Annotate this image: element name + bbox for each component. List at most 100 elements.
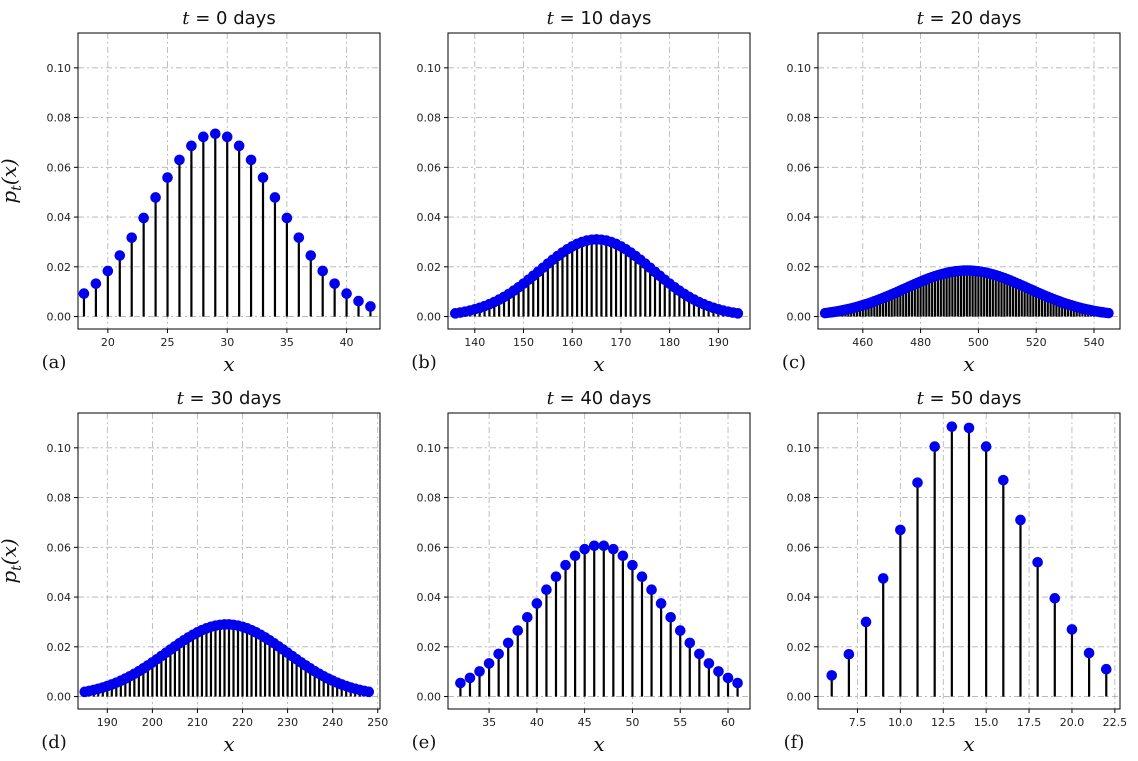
stem-marker [186,140,197,152]
panel-c: 460 480 500 520 540 0.00 0.02 0.04 0.06 0.08 0.10 t… [782,8,1121,376]
stem-marker [90,278,102,289]
y-tick-label: 0.00 [787,311,812,324]
stem-marker [1066,624,1078,635]
stem-marker [963,422,975,434]
y-tick-label: 0.00 [47,691,72,704]
stem-marker [281,212,293,224]
plot-frame [447,32,751,330]
y-tick-label: 0.08 [47,492,72,505]
stem-marker [646,584,657,595]
stem-marker [608,543,619,555]
y-tick-label: 0.04 [417,591,442,604]
stem-marker [78,288,90,299]
stem-marker [713,666,724,677]
stem-marker [826,670,838,681]
stem-marker [363,686,375,698]
panel-title: t = 20 days [917,8,1022,29]
x-tick-label: 460 [852,336,873,349]
stem-marker [674,625,686,636]
x-tick-label: 180 [659,336,680,349]
stem-marker [579,543,590,555]
stem-marker [588,540,600,552]
stem-marker [483,658,495,669]
stem-marker [655,598,667,609]
panel-title: t = 30 days [177,388,282,409]
x-tick-label: 40 [530,716,544,729]
x-tick-label: 22.5 [1103,716,1128,729]
panel-b: 140 150 160 170 180 190 0.00 0.02 0.04 0.06 0.08 0.… [411,8,751,376]
stem-marker [522,611,533,623]
stem-series [826,421,1112,697]
stem-marker [860,616,872,628]
stem-marker [541,584,552,595]
x-tick-label: 10.0 [888,716,913,729]
x-axis-label: x [593,352,604,376]
stem-marker [912,477,923,488]
panel-label: (d) [41,732,67,753]
x-tick-label: 230 [277,716,298,729]
x-tick-label: 55 [673,716,687,729]
y-tick-label: 0.02 [47,641,72,654]
stem-marker [722,672,734,684]
y-tick-label: 0.00 [417,311,442,324]
y-tick-label: 0.08 [787,492,812,505]
stem-marker [732,677,743,689]
y-tick-label: 0.02 [47,261,72,274]
stem-marker [1049,593,1061,604]
y-tick-label: 0.10 [417,442,442,455]
stem-marker [1083,647,1095,659]
x-tick-label: 160 [562,336,583,349]
stem-marker [245,154,257,166]
y-tick-label: 0.10 [787,62,812,75]
x-axis-label: x [223,352,234,376]
stem-marker [694,648,705,660]
y-tick-label: 0.04 [787,211,812,224]
x-tick-label: 250 [367,716,388,729]
x-tick-label: 60 [721,716,735,729]
stem-marker [209,128,221,140]
stem-series [450,234,744,319]
x-tick-label: 210 [187,716,208,729]
stem-marker [341,288,352,299]
x-tick-label: 25 [161,336,175,349]
stem-marker [474,666,485,677]
stem-marker [464,672,476,684]
stem-marker [895,524,906,536]
x-axis-label: x [593,732,604,756]
stem-marker [493,648,504,660]
stem-marker [550,571,562,582]
y-tick-label: 0.10 [47,62,72,75]
stem-marker [1100,663,1112,675]
stem-marker [560,559,571,571]
y-tick-label: 0.10 [787,442,812,455]
stem-marker [1015,514,1026,526]
plot-frame [817,412,1121,710]
y-tick-label: 0.04 [47,211,72,224]
panel-label: (a) [42,352,67,373]
x-tick-label: 540 [1083,336,1104,349]
x-tick-label: 7.5 [849,716,867,729]
stem-marker [1103,307,1114,319]
panel-title: t = 50 days [917,388,1022,409]
x-tick-label: 190 [97,716,118,729]
y-tick-label: 0.00 [417,691,442,704]
y-tick-label: 0.06 [417,541,442,554]
y-tick-label: 0.06 [787,541,812,554]
panel-title: t = 0 days [182,8,275,29]
stem-series [819,265,1114,319]
panel-label: (c) [782,352,806,373]
plot-frame [77,32,381,330]
x-tick-label: 50 [625,716,639,729]
x-tick-label: 480 [910,336,931,349]
stem-series [79,619,375,698]
panel-label: (b) [411,352,437,373]
panel-label: (e) [412,732,437,753]
stem-marker [502,637,514,649]
stem-marker [531,598,543,609]
panel-e: 35 40 45 50 55 60 0.00 0.02 0.04 0.06 0.08 0.10 t = … [412,388,751,756]
stem-marker [365,301,376,312]
stem-marker [150,192,161,203]
x-tick-label: 30 [220,336,234,349]
stem-marker [703,658,715,669]
stem-marker [1032,556,1043,568]
